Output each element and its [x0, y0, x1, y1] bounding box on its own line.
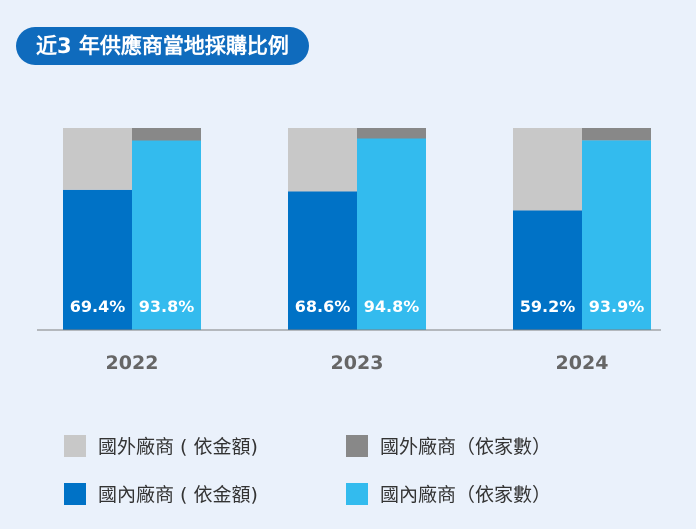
legend-label-foreign-amount: 國外廠商 ( 依金額) — [98, 436, 258, 458]
bar-foreign-amount-2022 — [63, 128, 132, 190]
bar-domestic-count-2023 — [357, 138, 426, 330]
bar-foreign-count-2022 — [132, 128, 201, 141]
legend-swatch-domestic-amount — [64, 482, 86, 505]
data-label-domestic-amount-2024: 59.2% — [520, 297, 576, 316]
data-label-domestic-count-2023: 94.8% — [364, 297, 420, 316]
x-tick-label-2022: 2022 — [106, 352, 159, 374]
bar-foreign-count-2023 — [357, 128, 426, 139]
legend-item-foreign-count: 國外廠商（依家數） — [346, 432, 551, 459]
bar-domestic-count-2022 — [132, 140, 201, 330]
legend-item-domestic-amount: 國內廠商 ( 依金額) — [64, 480, 258, 507]
bar-domestic-amount-2022 — [63, 189, 132, 330]
legend-label-domestic-count: 國內廠商（依家數） — [380, 484, 552, 506]
legend-label-domestic-amount: 國內廠商 ( 依金額) — [98, 484, 258, 506]
chart-title: 近3 年供應商當地採購比例 — [16, 27, 309, 65]
bar-foreign-count-2024 — [582, 128, 651, 141]
legend-item-foreign-amount: 國外廠商 ( 依金額) — [64, 432, 258, 459]
bar-domestic-count-2024 — [582, 140, 651, 330]
legend-swatch-domestic-count — [346, 482, 368, 505]
legend-item-domestic-count: 國內廠商（依家數） — [346, 480, 551, 507]
data-label-domestic-amount-2022: 69.4% — [70, 297, 126, 316]
data-label-domestic-count-2022: 93.8% — [139, 297, 195, 316]
data-label-domestic-count-2024: 93.9% — [589, 297, 645, 316]
data-label-domestic-amount-2023: 68.6% — [295, 297, 351, 316]
bar-domestic-amount-2024 — [513, 210, 582, 330]
legend-swatch-foreign-amount — [64, 434, 86, 457]
x-tick-label-2023: 2023 — [331, 352, 384, 374]
legend-label-foreign-count: 國外廠商（依家數） — [380, 436, 552, 458]
bar-foreign-amount-2023 — [288, 128, 357, 192]
x-tick-label-2024: 2024 — [556, 352, 609, 374]
bar-foreign-amount-2024 — [513, 128, 582, 211]
legend-swatch-foreign-count — [346, 434, 368, 457]
bar-domestic-amount-2023 — [288, 191, 357, 330]
